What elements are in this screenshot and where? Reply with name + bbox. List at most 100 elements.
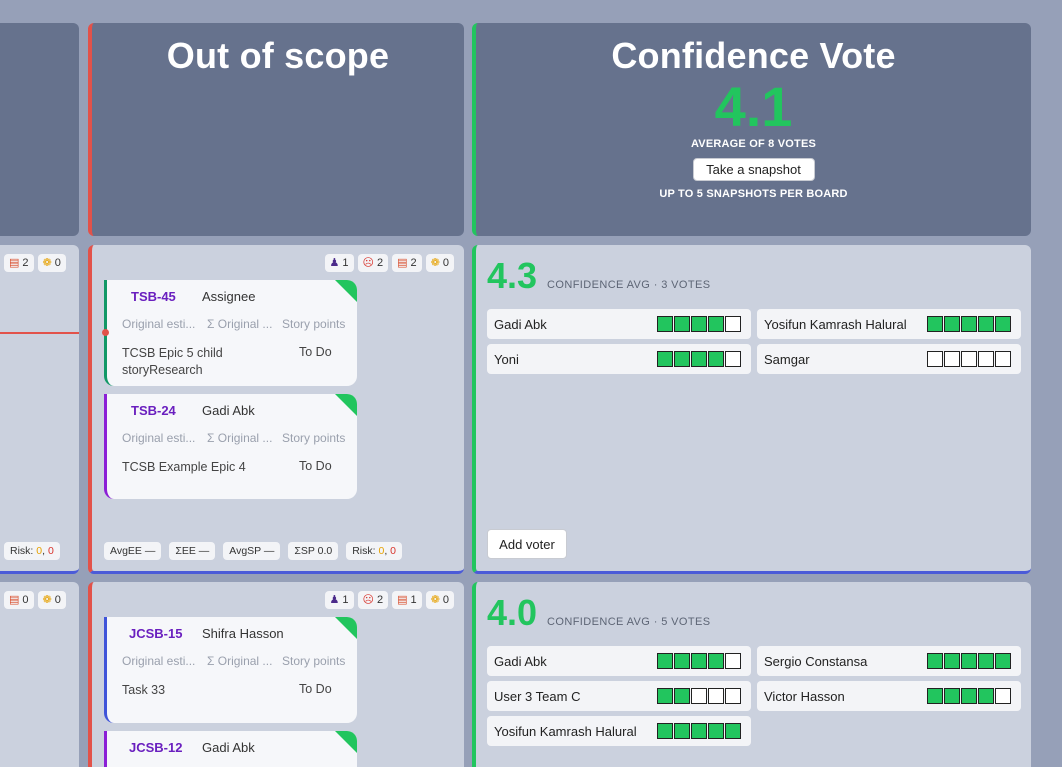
- add-voter-button[interactable]: Add voter: [487, 529, 567, 559]
- issue-card[interactable]: JCSB-12 Gadi Abk: [104, 731, 357, 767]
- vote-box[interactable]: [657, 688, 673, 704]
- vote-box[interactable]: [944, 688, 960, 704]
- vote-box[interactable]: [995, 351, 1011, 367]
- prev-lane-row2: ▤ 0 ❁ 0: [0, 582, 79, 767]
- confidence-vote-header: Confidence Vote 4.1 AVERAGE OF 8 VOTES T…: [472, 23, 1031, 236]
- voter-row[interactable]: Gadi Abk: [487, 646, 751, 676]
- vote-score-boxes[interactable]: [657, 316, 741, 332]
- vote-box[interactable]: [927, 316, 943, 332]
- vote-score-boxes[interactable]: [657, 723, 741, 739]
- vote-box[interactable]: [674, 653, 690, 669]
- vote-box[interactable]: [691, 316, 707, 332]
- vote-box[interactable]: [708, 723, 724, 739]
- voter-name: Samgar: [764, 351, 810, 367]
- prev-lane-row1: ▤ 2 ❁ 0 Risk: 0, 0: [0, 245, 79, 574]
- vote-box[interactable]: [725, 653, 741, 669]
- vote-box[interactable]: [657, 351, 673, 367]
- lane-average-label: CONFIDENCE AVG · 5 VOTES: [547, 616, 711, 628]
- voter-row[interactable]: User 3 Team C: [487, 681, 751, 711]
- vote-box[interactable]: [708, 316, 724, 332]
- voter-name: Yosifun Kamrash Halural: [764, 316, 907, 332]
- vote-box[interactable]: [995, 653, 1011, 669]
- vote-box[interactable]: [927, 653, 943, 669]
- vote-box[interactable]: [708, 653, 724, 669]
- column-title: Out of scope: [166, 35, 390, 76]
- issue-key[interactable]: TSB-45: [131, 289, 176, 304]
- vote-box[interactable]: [961, 688, 977, 704]
- vote-box[interactable]: [691, 351, 707, 367]
- issue-key[interactable]: JCSB-15: [129, 626, 183, 641]
- vote-box[interactable]: [708, 688, 724, 704]
- issue-card[interactable]: TSB-24 Gadi Abk Original esti... Σ Origi…: [104, 394, 357, 499]
- voter-row[interactable]: Victor Hasson: [757, 681, 1021, 711]
- lane-average: 4.0: [487, 592, 538, 633]
- vote-box[interactable]: [657, 316, 673, 332]
- corner-flag-icon: [335, 617, 357, 639]
- vote-box[interactable]: [674, 351, 690, 367]
- voter-row[interactable]: Samgar: [757, 344, 1021, 374]
- lane-stats: ▤ 0 ❁ 0: [4, 591, 66, 609]
- out-of-scope-lane-row1: ♟ 1 ☹ 2 ▤ 2 ❁ 0 TSB-45 Assignee Original est…: [88, 245, 464, 574]
- confidence-lane-row2: 4.0 CONFIDENCE AVG · 5 VOTES Gadi Abk Ser…: [472, 582, 1031, 767]
- vote-box[interactable]: [978, 316, 994, 332]
- vote-box[interactable]: [674, 723, 690, 739]
- voter-row[interactable]: Sergio Constansa: [757, 646, 1021, 676]
- vote-box[interactable]: [961, 653, 977, 669]
- out-of-scope-lane-row2: ♟ 1 ☹ 2 ▤ 1 ❁ 0 JCSB-15 Shifra Hasson Origin…: [88, 582, 464, 767]
- vote-box[interactable]: [674, 316, 690, 332]
- vote-box[interactable]: [657, 653, 673, 669]
- issue-status: To Do: [299, 459, 332, 473]
- vote-score-boxes[interactable]: [927, 351, 1011, 367]
- voter-row[interactable]: Yoni: [487, 344, 751, 374]
- vote-score-boxes[interactable]: [927, 688, 1011, 704]
- book-icon: ▤: [397, 593, 408, 606]
- vote-score-boxes[interactable]: [927, 316, 1011, 332]
- vote-box[interactable]: [944, 653, 960, 669]
- issue-fields: Original esti... Σ Original ... Story po…: [122, 317, 346, 331]
- voter-name: Victor Hasson: [764, 688, 845, 704]
- risk-chip: Risk: 0, 0: [4, 542, 60, 560]
- issue-card[interactable]: JCSB-15 Shifra Hasson Original esti... Σ…: [104, 617, 357, 723]
- vote-box[interactable]: [691, 723, 707, 739]
- dependency-line: [0, 332, 79, 334]
- vote-box[interactable]: [995, 316, 1011, 332]
- vote-box[interactable]: [725, 316, 741, 332]
- vote-box[interactable]: [725, 723, 741, 739]
- lane-confidence: 4.0 CONFIDENCE AVG · 5 VOTES: [487, 592, 710, 634]
- issue-assignee: Shifra Hasson: [202, 626, 284, 641]
- voter-name: Gadi Abk: [494, 316, 547, 332]
- vote-score-boxes[interactable]: [657, 351, 741, 367]
- vote-box[interactable]: [725, 351, 741, 367]
- take-snapshot-button[interactable]: Take a snapshot: [692, 158, 815, 181]
- voter-row[interactable]: Yosifun Kamrash Halural: [757, 309, 1021, 339]
- vote-box[interactable]: [995, 688, 1011, 704]
- vote-box[interactable]: [978, 688, 994, 704]
- vote-box[interactable]: [961, 351, 977, 367]
- vote-box[interactable]: [927, 351, 943, 367]
- vote-box[interactable]: [691, 688, 707, 704]
- stat-chip: ▤ 1: [392, 591, 422, 609]
- vote-box[interactable]: [927, 688, 943, 704]
- vote-score-boxes[interactable]: [657, 688, 741, 704]
- vote-score-boxes[interactable]: [927, 653, 1011, 669]
- vote-box[interactable]: [657, 723, 673, 739]
- book-icon: ▤: [397, 256, 408, 269]
- voter-row[interactable]: Yosifun Kamrash Halural: [487, 716, 751, 746]
- lane-confidence: 4.3 CONFIDENCE AVG · 3 VOTES: [487, 255, 710, 297]
- vote-box[interactable]: [961, 316, 977, 332]
- vote-box[interactable]: [708, 351, 724, 367]
- issue-key[interactable]: JCSB-12: [129, 740, 183, 755]
- prev-column-header: [0, 23, 79, 236]
- issue-card[interactable]: TSB-45 Assignee Original esti... Σ Origi…: [104, 280, 357, 386]
- stat-chip: ☹ 2: [357, 591, 389, 609]
- vote-box[interactable]: [978, 351, 994, 367]
- vote-box[interactable]: [944, 351, 960, 367]
- issue-key[interactable]: TSB-24: [131, 403, 176, 418]
- vote-score-boxes[interactable]: [657, 653, 741, 669]
- vote-box[interactable]: [725, 688, 741, 704]
- voter-row[interactable]: Gadi Abk: [487, 309, 751, 339]
- vote-box[interactable]: [674, 688, 690, 704]
- vote-box[interactable]: [691, 653, 707, 669]
- vote-box[interactable]: [978, 653, 994, 669]
- vote-box[interactable]: [944, 316, 960, 332]
